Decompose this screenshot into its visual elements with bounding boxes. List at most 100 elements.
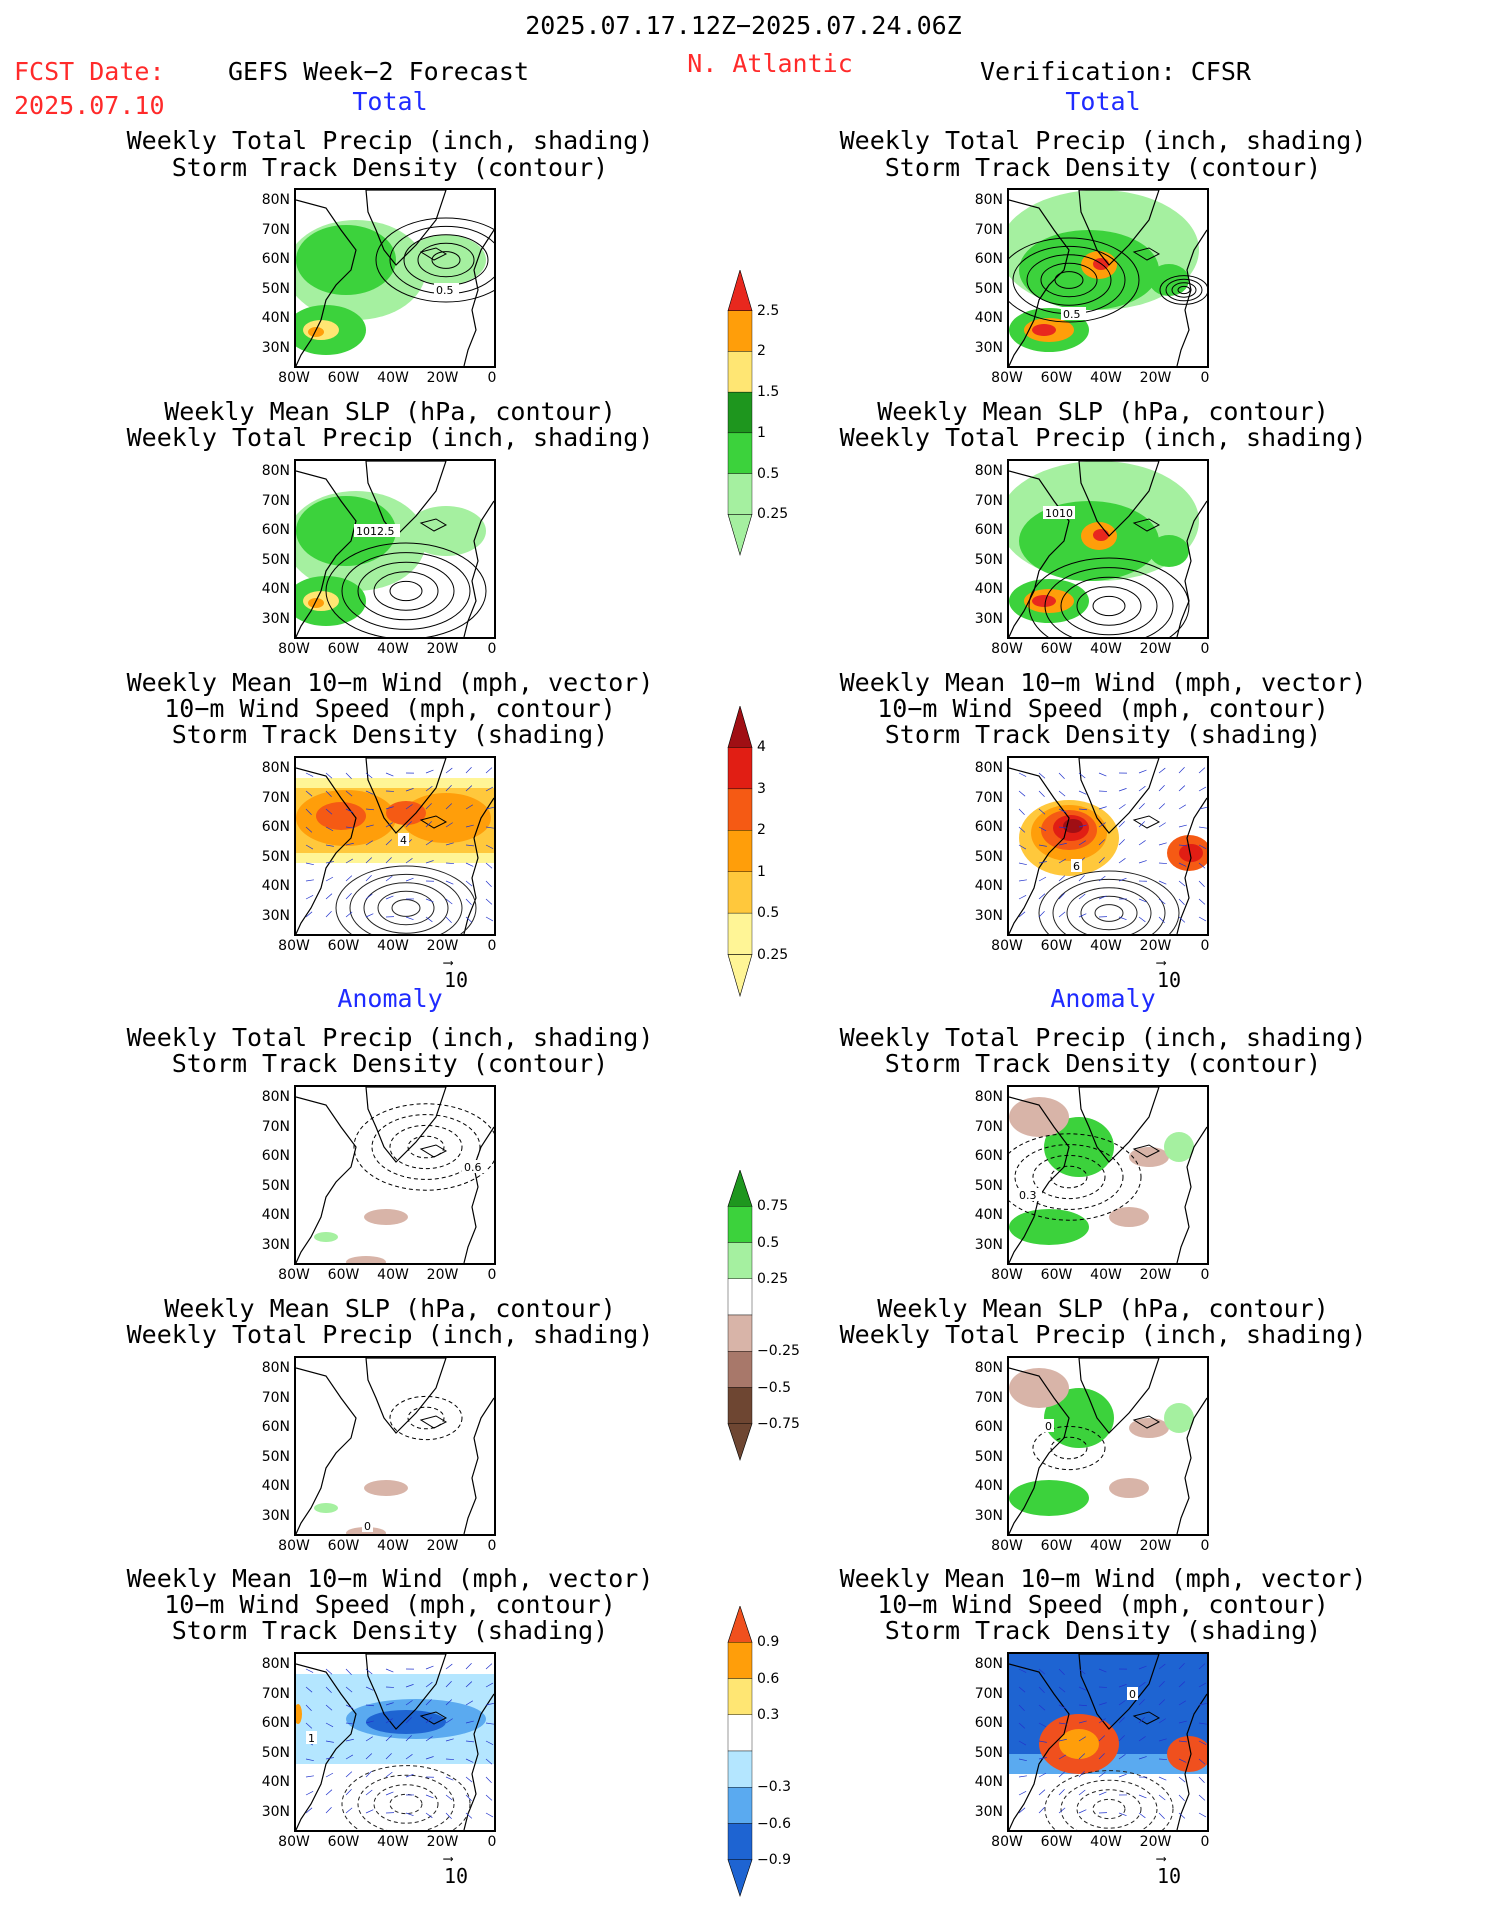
wind-vector	[1118, 839, 1125, 846]
colorbar-label: 0.5	[757, 1234, 780, 1251]
wind-vector	[1198, 1794, 1206, 1801]
wind-vector	[1138, 860, 1147, 864]
wind-vector	[1138, 1717, 1145, 1724]
lon-tick-label: 60W	[1040, 1538, 1073, 1554]
title-anom-precip-track-r2: Storm Track Density (contour)	[884, 1049, 1322, 1078]
lat-tick-label: 40N	[261, 581, 290, 597]
wind-vector	[1138, 769, 1147, 774]
wind-vector	[305, 1686, 313, 1693]
wind-vector	[345, 893, 352, 900]
wind-anom-contour	[1092, 1798, 1126, 1820]
wind-vector	[325, 808, 333, 815]
lat-tick-label: 70N	[974, 789, 1003, 806]
lon-tick-label: 40W	[1090, 370, 1122, 386]
greenland-coast	[365, 1654, 447, 1730]
wind-vector	[405, 1717, 412, 1724]
iceland-coast	[1132, 815, 1161, 829]
wind-vector	[1078, 1720, 1087, 1724]
wind-vector	[405, 916, 414, 921]
precip-anom-shade	[1044, 1117, 1114, 1177]
wind-vector	[385, 806, 394, 810]
wind-vector	[1098, 1668, 1107, 1673]
wind-vector	[425, 1665, 434, 1670]
map-svg: 0.5	[296, 190, 494, 366]
wind-vector	[1138, 821, 1145, 828]
wind-vector	[1058, 1807, 1066, 1814]
slp-contour	[389, 580, 423, 602]
wind-vector	[325, 1668, 333, 1675]
wind-vector	[345, 1738, 354, 1742]
wind-vector	[465, 898, 472, 905]
wind-vector	[425, 840, 433, 846]
colorbar-label: −0.6	[757, 1815, 791, 1832]
wind-vector	[445, 1663, 453, 1670]
wind-vector	[345, 1789, 352, 1796]
europe-coast	[463, 1693, 494, 1830]
wind-vector	[1078, 875, 1085, 882]
wind-vector	[345, 1771, 353, 1778]
colorbar-label: 0.25	[757, 1270, 789, 1287]
title-anom-slp-precip-r1: Weekly Mean SLP (hPa, contour)	[877, 1294, 1329, 1323]
wind-vector	[1038, 911, 1045, 918]
lat-tick-label: 40N	[261, 310, 290, 326]
colorbar-label: 1	[757, 863, 766, 880]
contour-label-bg	[1043, 506, 1075, 519]
contour-label: 0	[364, 1520, 371, 1533]
map-panel: 0.5	[1007, 188, 1209, 368]
wind-vector	[325, 1722, 334, 1728]
lat-tick-label: 50N	[974, 551, 1003, 568]
track-density-contour	[1026, 254, 1112, 306]
wind-vector	[1158, 880, 1167, 885]
wind-vector	[1118, 804, 1126, 810]
wind-vector	[345, 1807, 353, 1814]
wind-vector	[465, 1758, 474, 1763]
lat-tick-label: 80N	[261, 1656, 290, 1672]
anom-contour	[1050, 1436, 1088, 1460]
wind-vector	[385, 1753, 392, 1760]
wind-speed-contour	[349, 873, 463, 934]
title-anom-wind-track-r2: 10−m Wind Speed (mph, contour)	[877, 1590, 1329, 1619]
wind-vector	[425, 769, 434, 774]
contour-label: 1012.5	[356, 525, 395, 538]
wind-vector	[1058, 842, 1067, 846]
contour-label: 0.6	[464, 1161, 482, 1174]
iceland-coast	[419, 1415, 448, 1429]
wind-vector	[1058, 808, 1067, 813]
wind-speed-contour	[1066, 887, 1152, 934]
wind-vector	[365, 840, 373, 846]
wind-vector	[365, 808, 374, 811]
lat-tick-label: 70N	[261, 221, 290, 238]
precip-anom-shade	[1009, 1209, 1089, 1245]
north-america-coast	[296, 470, 357, 637]
contour-label: 1	[308, 1732, 315, 1745]
wind-vector	[405, 821, 412, 828]
colorbar-segment	[727, 1206, 753, 1243]
wind-vector	[1038, 1668, 1046, 1675]
wind-vector	[1178, 844, 1187, 847]
wind-vector	[465, 1794, 472, 1801]
wind-anom-contour	[373, 1784, 439, 1824]
wind-vector	[1058, 1704, 1067, 1709]
wind-vector	[1038, 808, 1046, 815]
lat-tick-label: 70N	[261, 1118, 290, 1135]
lon-tick-label: 80W	[991, 370, 1023, 386]
contour-label: 4	[400, 834, 407, 847]
title-slp-precip-r2: Weekly Total Precip (inch, shading)	[839, 423, 1367, 452]
wind-vector	[1118, 1753, 1126, 1760]
contour-label: 1010	[1045, 507, 1073, 520]
wind-vector	[425, 1812, 433, 1819]
wind-vector	[365, 824, 374, 828]
wind-vector	[1198, 898, 1206, 905]
wind-vector	[1118, 1684, 1127, 1688]
north-america-coast	[296, 1663, 357, 1830]
colorbar-segment	[727, 1387, 753, 1424]
wind-vector	[1138, 1699, 1145, 1706]
wind-vector	[1058, 1738, 1067, 1742]
wind-vector	[1098, 839, 1106, 846]
wind-vector	[1198, 826, 1207, 829]
map-panel: 0.3	[1007, 1085, 1209, 1265]
wind-vector	[465, 844, 474, 847]
wind-vector	[405, 1735, 412, 1742]
contour-label: 0	[1129, 1688, 1136, 1701]
wind-vector	[345, 772, 352, 779]
